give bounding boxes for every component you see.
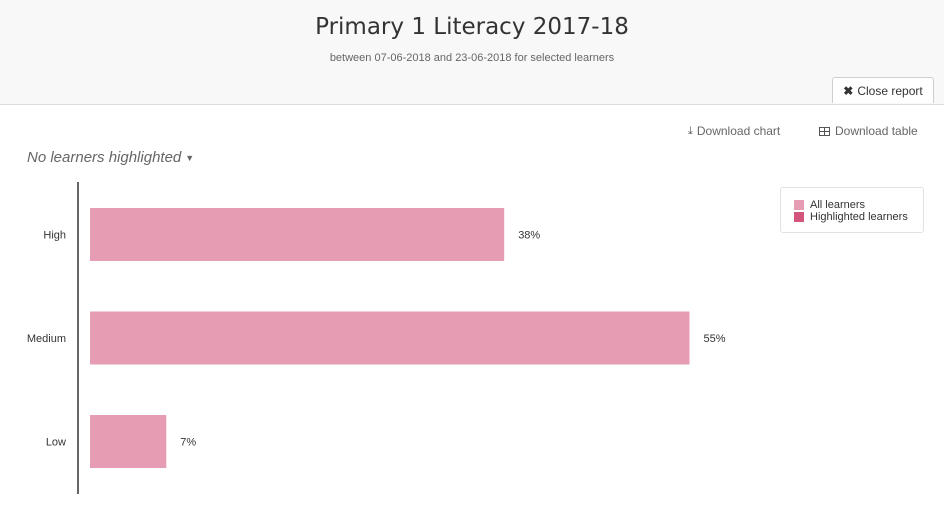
legend-item-highlighted: Highlighted learners [794,211,923,223]
download-chart-link[interactable]: ⤓ Download chart [688,124,780,138]
bar-medium[interactable] [90,311,690,365]
download-chart-label: Download chart [696,124,781,138]
legend-label-all: All learners [810,199,866,211]
download-table-link[interactable]: Download table [819,124,918,138]
bar-chart: High 38% Medium 55% Low 7% [27,182,726,494]
data-label-low: 7% [180,437,196,449]
y-tick-label-medium: Medium [27,333,66,345]
caret-down-icon: ▼ [185,153,195,164]
highlight-learners-dropdown[interactable]: No learners highlighted ▼ [27,149,194,166]
y-tick-label-low: Low [46,437,66,449]
legend-swatch-all [794,200,804,210]
legend-swatch-highlighted [794,212,804,222]
close-icon: ✖ [843,83,854,98]
legend-label-highlighted: Highlighted learners [810,211,908,223]
report-subtitle: between 07-06-2018 and 23-06-2018 for se… [329,52,615,64]
highlight-dropdown-label: No learners highlighted [27,149,182,166]
close-report-label: Close report [857,83,923,98]
bar-low[interactable] [90,415,167,468]
data-label-high: 38% [518,230,540,242]
table-icon [819,126,830,136]
data-label-medium: 55% [704,333,726,345]
report-header: Primary 1 Literacy 2017-18 between 07-06… [0,0,944,105]
legend-item-all: All learners [794,199,923,211]
y-tick-label-high: High [43,230,66,242]
bar-high[interactable] [90,208,505,261]
report-title: Primary 1 Literacy 2017-18 [315,14,629,40]
chart-legend: All learners Highlighted learners [780,187,924,233]
download-icon: ⤓ [688,124,693,137]
download-table-label: Download table [835,124,918,138]
close-report-button[interactable]: ✖ Close report [832,77,934,103]
